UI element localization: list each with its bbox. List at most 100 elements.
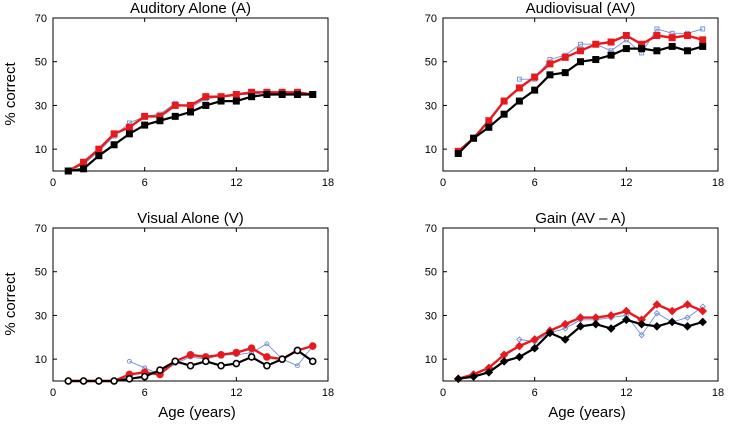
data-point-red xyxy=(202,93,210,101)
data-point-black xyxy=(530,343,539,353)
data-point-black xyxy=(110,141,118,149)
data-point-blue xyxy=(578,41,583,47)
x-tick-label: 6 xyxy=(532,177,538,189)
data-point-red xyxy=(187,101,194,109)
data-point-blue xyxy=(653,310,661,317)
data-point-black xyxy=(653,47,661,55)
data-point-red xyxy=(125,123,133,131)
data-point-black xyxy=(652,322,662,331)
panel-auditory-alone: Auditory Alone (A) 10 30 50 70 0 6 12 18 xyxy=(35,0,334,189)
y-tick-label: 70 xyxy=(35,13,47,25)
data-point-black xyxy=(64,167,72,175)
data-point-black xyxy=(698,317,708,327)
data-point-blue xyxy=(638,331,645,339)
data-point-black xyxy=(95,152,103,160)
y-tick-label: 70 xyxy=(35,223,47,235)
data-point-red xyxy=(141,112,149,120)
ylabel-top: % correct xyxy=(2,62,19,126)
y-tick-label: 50 xyxy=(35,267,47,279)
data-point-black xyxy=(546,71,554,79)
x-tick-label: 18 xyxy=(712,387,724,399)
data-point-black xyxy=(560,335,570,344)
data-point-black xyxy=(637,319,646,329)
x-tick-label: 18 xyxy=(322,177,334,189)
data-point-blue xyxy=(294,363,300,369)
data-point-red xyxy=(217,350,225,359)
data-point-black xyxy=(591,319,601,329)
data-point-black xyxy=(79,377,88,385)
data-point-black xyxy=(576,322,585,331)
data-point-black xyxy=(186,361,195,370)
data-point-red xyxy=(622,31,630,39)
data-point-red xyxy=(652,300,662,309)
y-tick-label: 50 xyxy=(425,267,437,279)
plot-area-frame xyxy=(442,227,719,382)
data-point-black xyxy=(561,69,569,77)
chart-title: Audiovisual (AV) xyxy=(526,0,636,17)
data-point-red xyxy=(531,73,539,81)
xlabel-right: Age (years) xyxy=(548,404,626,421)
y-tick-label: 10 xyxy=(35,354,47,366)
data-point-red xyxy=(683,31,691,39)
y-tick-label: 50 xyxy=(35,57,47,69)
x-tick-label: 0 xyxy=(50,177,56,189)
data-point-red xyxy=(110,130,118,138)
data-point-blue xyxy=(654,26,660,32)
data-point-black xyxy=(668,42,676,50)
data-point-black xyxy=(592,56,600,64)
data-point-red xyxy=(515,84,523,92)
data-point-red xyxy=(668,34,676,42)
data-point-black xyxy=(622,315,631,325)
data-point-black xyxy=(638,45,646,53)
y-tick-label: 30 xyxy=(35,100,47,112)
data-point-black xyxy=(156,366,164,374)
data-point-blue xyxy=(516,76,522,82)
data-point-black xyxy=(80,165,88,173)
plot-area-frame xyxy=(442,17,719,172)
data-point-red xyxy=(607,38,615,46)
data-point-black xyxy=(683,47,691,55)
data-point-blue xyxy=(561,325,569,332)
data-point-black xyxy=(469,372,478,381)
data-point-black xyxy=(683,322,692,331)
y-tick-label: 30 xyxy=(425,310,437,322)
chart-title: Gain (AV – A) xyxy=(535,210,626,227)
data-point-red xyxy=(699,36,707,44)
xlabel-left: Age (years) xyxy=(158,404,236,421)
ylabel-bottom: % correct xyxy=(2,272,19,336)
y-tick-label: 30 xyxy=(425,100,437,112)
x-tick-label: 12 xyxy=(230,177,242,189)
data-point-red xyxy=(592,40,600,48)
y-tick-label: 10 xyxy=(425,144,437,156)
y-tick-label: 30 xyxy=(35,310,47,322)
data-point-red xyxy=(667,306,677,316)
data-point-black xyxy=(201,357,210,366)
data-point-black xyxy=(248,93,256,101)
data-point-blue xyxy=(700,26,706,32)
data-point-red xyxy=(186,350,195,359)
data-point-red xyxy=(560,319,570,329)
data-point-black xyxy=(141,121,149,129)
data-point-red xyxy=(308,342,317,350)
data-point-red xyxy=(247,344,256,353)
data-point-blue xyxy=(264,341,270,347)
data-point-black xyxy=(499,357,509,366)
data-point-black xyxy=(232,359,241,368)
x-tick-label: 6 xyxy=(532,387,538,399)
data-point-black xyxy=(667,317,677,327)
data-point-red xyxy=(263,353,271,361)
data-point-black xyxy=(515,352,524,362)
x-tick-label: 18 xyxy=(712,177,724,189)
series-line-blue xyxy=(519,28,703,80)
x-tick-label: 6 xyxy=(142,387,148,399)
data-point-black xyxy=(622,45,630,53)
data-point-red xyxy=(606,311,616,320)
chart-title: Visual Alone (V) xyxy=(137,210,243,227)
data-point-black xyxy=(531,86,539,94)
data-point-blue xyxy=(684,314,691,321)
data-point-red xyxy=(577,47,584,55)
data-point-black xyxy=(263,361,271,370)
data-point-black xyxy=(607,51,615,59)
x-tick-label: 12 xyxy=(620,387,632,399)
